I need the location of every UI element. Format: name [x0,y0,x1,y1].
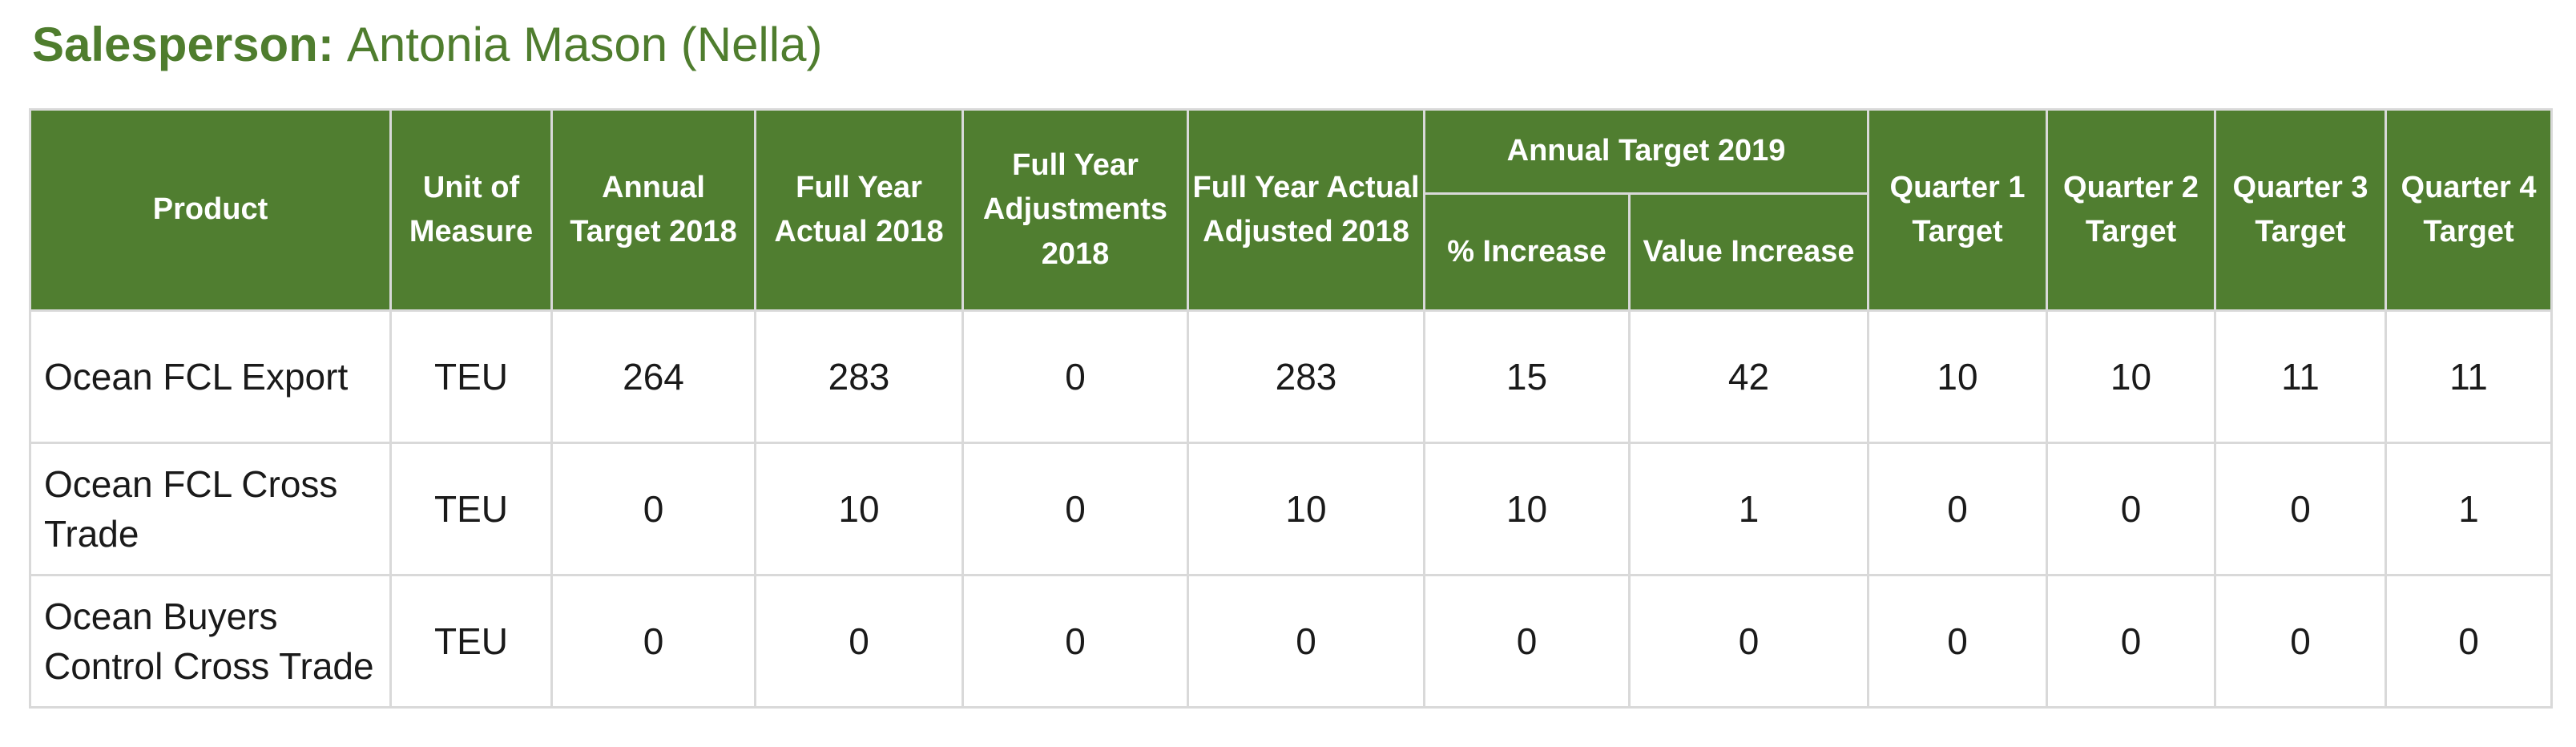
table-body: Ocean FCL Export TEU 264 283 0 283 15 42… [29,309,2554,709]
cell-annual-target-2018: 0 [550,574,756,709]
cell-quarter-1-target: 10 [1867,309,2049,444]
salesperson-label: Salesperson: [32,18,334,71]
cell-quarter-2-target: 10 [2046,309,2217,444]
cell-quarter-3-target: 0 [2214,442,2388,576]
col-header-quarter-1-target: Quarter 1 Target [1867,108,2049,312]
cell-quarter-4-target: 1 [2385,442,2554,576]
table-row: Ocean FCL Cross Trade TEU 0 10 0 10 10 1… [29,442,2554,576]
cell-full-year-actual-adjusted-2018: 10 [1187,442,1425,576]
cell-annual-target-2018: 0 [550,442,756,576]
col-header-annual-target-2019-group: Annual Target 2019 [1422,108,1870,195]
cell-full-year-actual-2018: 0 [754,574,964,709]
cell-quarter-1-target: 0 [1867,574,2049,709]
cell-unit-of-measure: TEU [389,574,553,709]
cell-unit-of-measure: TEU [389,309,553,444]
cell-pct-increase: 15 [1423,309,1631,444]
col-header-value-increase: Value Increase [1627,192,1870,312]
cell-quarter-2-target: 0 [2046,574,2217,709]
cell-quarter-2-target: 0 [2046,442,2217,576]
col-header-quarter-2-target: Quarter 2 Target [2046,108,2217,312]
cell-quarter-1-target: 0 [1867,442,2049,576]
page-title: Salesperson: Antonia Mason (Nella) [32,21,2576,69]
cell-full-year-adjustments-2018: 0 [961,574,1189,709]
cell-quarter-4-target: 11 [2385,309,2554,444]
header-row-group: Product Unit of Measure Annual Target 20… [29,108,2554,312]
col-header-full-year-actual-adjusted-2018: Full Year Actual Adjusted 2018 [1187,108,1425,312]
col-header-full-year-actual-2018: Full Year Actual 2018 [754,108,964,312]
cell-quarter-4-target: 0 [2385,574,2554,709]
cell-product: Ocean FCL Export [29,309,392,444]
col-header-product: Product [29,108,392,312]
table-row: Ocean Buyers Control Cross Trade TEU 0 0… [29,574,2554,709]
col-header-unit-of-measure: Unit of Measure [389,108,553,312]
table-row: Ocean FCL Export TEU 264 283 0 283 15 42… [29,309,2554,444]
cell-full-year-actual-adjusted-2018: 283 [1187,309,1425,444]
cell-product: Ocean Buyers Control Cross Trade [29,574,392,709]
sales-targets-table: Product Unit of Measure Annual Target 20… [29,108,2554,709]
cell-full-year-actual-adjusted-2018: 0 [1187,574,1425,709]
cell-annual-target-2018: 264 [550,309,756,444]
cell-quarter-3-target: 0 [2214,574,2388,709]
cell-unit-of-measure: TEU [389,442,553,576]
cell-quarter-3-target: 11 [2214,309,2388,444]
col-header-full-year-adjustments-2018: Full Year Adjustments 2018 [961,108,1189,312]
cell-full-year-actual-2018: 10 [754,442,964,576]
col-header-quarter-4-target: Quarter 4 Target [2385,108,2554,312]
col-header-quarter-3-target: Quarter 3 Target [2214,108,2388,312]
salesperson-name: Antonia Mason (Nella) [346,18,823,71]
cell-full-year-actual-2018: 283 [754,309,964,444]
cell-product: Ocean FCL Cross Trade [29,442,392,576]
cell-pct-increase: 10 [1423,442,1631,576]
cell-full-year-adjustments-2018: 0 [961,442,1189,576]
cell-full-year-adjustments-2018: 0 [961,309,1189,444]
report-page: Salesperson: Antonia Mason (Nella) Produc… [0,21,2576,709]
header-row-sub: % Increase Value Increase [30,192,2552,312]
table-header: Product Unit of Measure Annual Target 20… [29,108,2554,312]
col-header-pct-increase: % Increase [1423,192,1631,312]
cell-pct-increase: 0 [1423,574,1631,709]
cell-value-increase: 42 [1627,309,1870,444]
cell-value-increase: 1 [1627,442,1870,576]
cell-value-increase: 0 [1627,574,1870,709]
col-header-annual-target-2018: Annual Target 2018 [550,108,756,312]
